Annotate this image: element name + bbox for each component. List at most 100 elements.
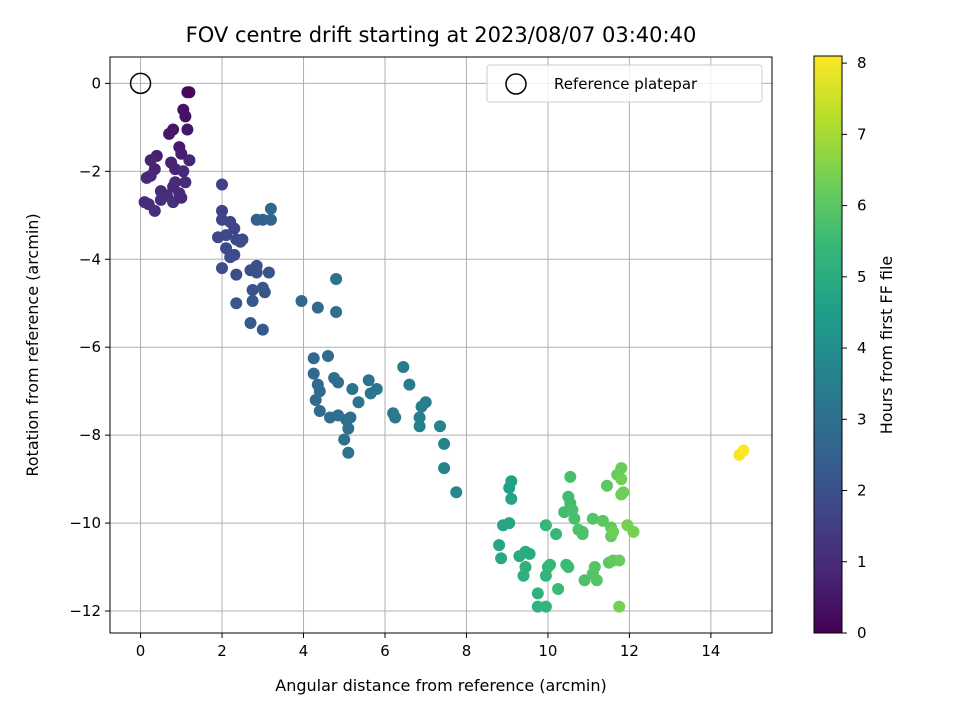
data-point: [615, 473, 628, 486]
data-point: [493, 539, 506, 552]
data-point: [330, 273, 343, 285]
data-point: [403, 378, 416, 391]
x-tick-label: 8: [462, 642, 472, 660]
data-point: [438, 462, 451, 475]
y-tick-label: −2: [79, 162, 101, 180]
data-point: [352, 396, 365, 409]
data-point: [434, 420, 446, 433]
data-point: [578, 574, 591, 587]
data-point: [307, 367, 320, 380]
data-point: [544, 558, 556, 571]
data-point: [523, 547, 536, 560]
data-point: [264, 202, 277, 215]
x-tick-label: 2: [217, 642, 227, 660]
data-point: [539, 600, 552, 613]
data-point: [264, 213, 277, 226]
data-points: [138, 86, 750, 613]
data-point: [230, 297, 243, 310]
data-point: [531, 587, 544, 600]
data-point: [163, 127, 176, 140]
data-point: [309, 394, 322, 406]
data-point: [307, 352, 320, 365]
x-tick-label: 12: [620, 642, 639, 660]
data-point: [216, 262, 228, 275]
data-point: [332, 376, 345, 389]
plot-area: [110, 57, 772, 633]
data-point: [601, 479, 613, 492]
data-point: [262, 266, 275, 279]
data-point: [550, 528, 563, 541]
data-point: [562, 561, 575, 573]
data-point: [495, 552, 508, 565]
data-point: [346, 383, 359, 395]
data-point: [322, 350, 334, 362]
data-point: [737, 444, 750, 457]
data-point: [177, 165, 190, 178]
data-point: [413, 420, 426, 433]
data-point: [576, 528, 589, 541]
data-point: [175, 147, 188, 160]
data-point: [342, 422, 355, 435]
data-point: [140, 171, 153, 184]
data-point: [503, 481, 516, 494]
y-tick-label: −6: [79, 338, 101, 356]
data-point: [154, 193, 167, 206]
data-point: [212, 231, 224, 244]
data-point: [450, 486, 463, 499]
colorbar-tick-label: 3: [857, 410, 867, 428]
data-point: [256, 323, 269, 336]
legend-reference-marker: [505, 73, 527, 95]
data-point: [183, 154, 196, 167]
legend: Reference platepar: [486, 64, 763, 103]
data-point: [413, 411, 426, 424]
data-point: [181, 123, 194, 136]
data-point: [179, 110, 192, 123]
data-point: [342, 446, 355, 459]
data-point: [216, 178, 228, 191]
colorbar-ticks: 0 1 2 3 4 5 6 7 8: [842, 54, 867, 642]
data-point: [295, 295, 308, 307]
data-point: [216, 204, 228, 217]
y-tick-label: 0: [91, 74, 101, 92]
data-point: [564, 470, 577, 483]
colorbar-tick-label: 4: [857, 339, 867, 357]
data-point: [313, 405, 326, 417]
data-point: [244, 317, 257, 329]
data-point: [613, 600, 626, 613]
data-point: [615, 462, 628, 475]
data-point: [607, 525, 620, 538]
data-point: [148, 204, 161, 217]
data-point: [246, 295, 259, 307]
y-tick-label: −12: [69, 602, 101, 620]
colorbar: [813, 55, 843, 634]
data-point: [234, 235, 247, 248]
data-point: [590, 574, 603, 587]
data-point: [613, 554, 626, 567]
colorbar-tick-label: 2: [857, 482, 867, 500]
y-axis-ticks: 0 −2 −4 −6 −8 −10 −12: [69, 74, 110, 620]
data-point: [330, 306, 343, 318]
colorbar-tick-label: 6: [857, 197, 867, 215]
grid-lines: [110, 57, 772, 633]
data-point: [258, 286, 271, 299]
data-point: [596, 514, 609, 527]
x-axis-label: Angular distance from reference (arcmin): [275, 676, 606, 695]
data-point: [586, 512, 599, 525]
reference-point: [129, 72, 152, 95]
x-tick-label: 0: [136, 642, 146, 660]
data-point: [370, 383, 383, 395]
colorbar-tick-label: 0: [857, 624, 867, 642]
data-point: [362, 374, 375, 387]
legend-label: Reference platepar: [554, 75, 698, 93]
x-tick-label: 6: [380, 642, 390, 660]
data-point: [397, 361, 410, 373]
x-tick-label: 14: [701, 642, 720, 660]
chart-title: FOV centre drift starting at 2023/08/07 …: [186, 23, 697, 47]
data-point: [246, 284, 259, 296]
data-point: [230, 268, 243, 281]
y-tick-label: −4: [79, 250, 101, 268]
data-point: [505, 492, 518, 505]
y-axis-label: Rotation from reference (arcmin): [23, 213, 42, 476]
data-point: [311, 301, 324, 314]
plot-frame: [109, 56, 773, 634]
